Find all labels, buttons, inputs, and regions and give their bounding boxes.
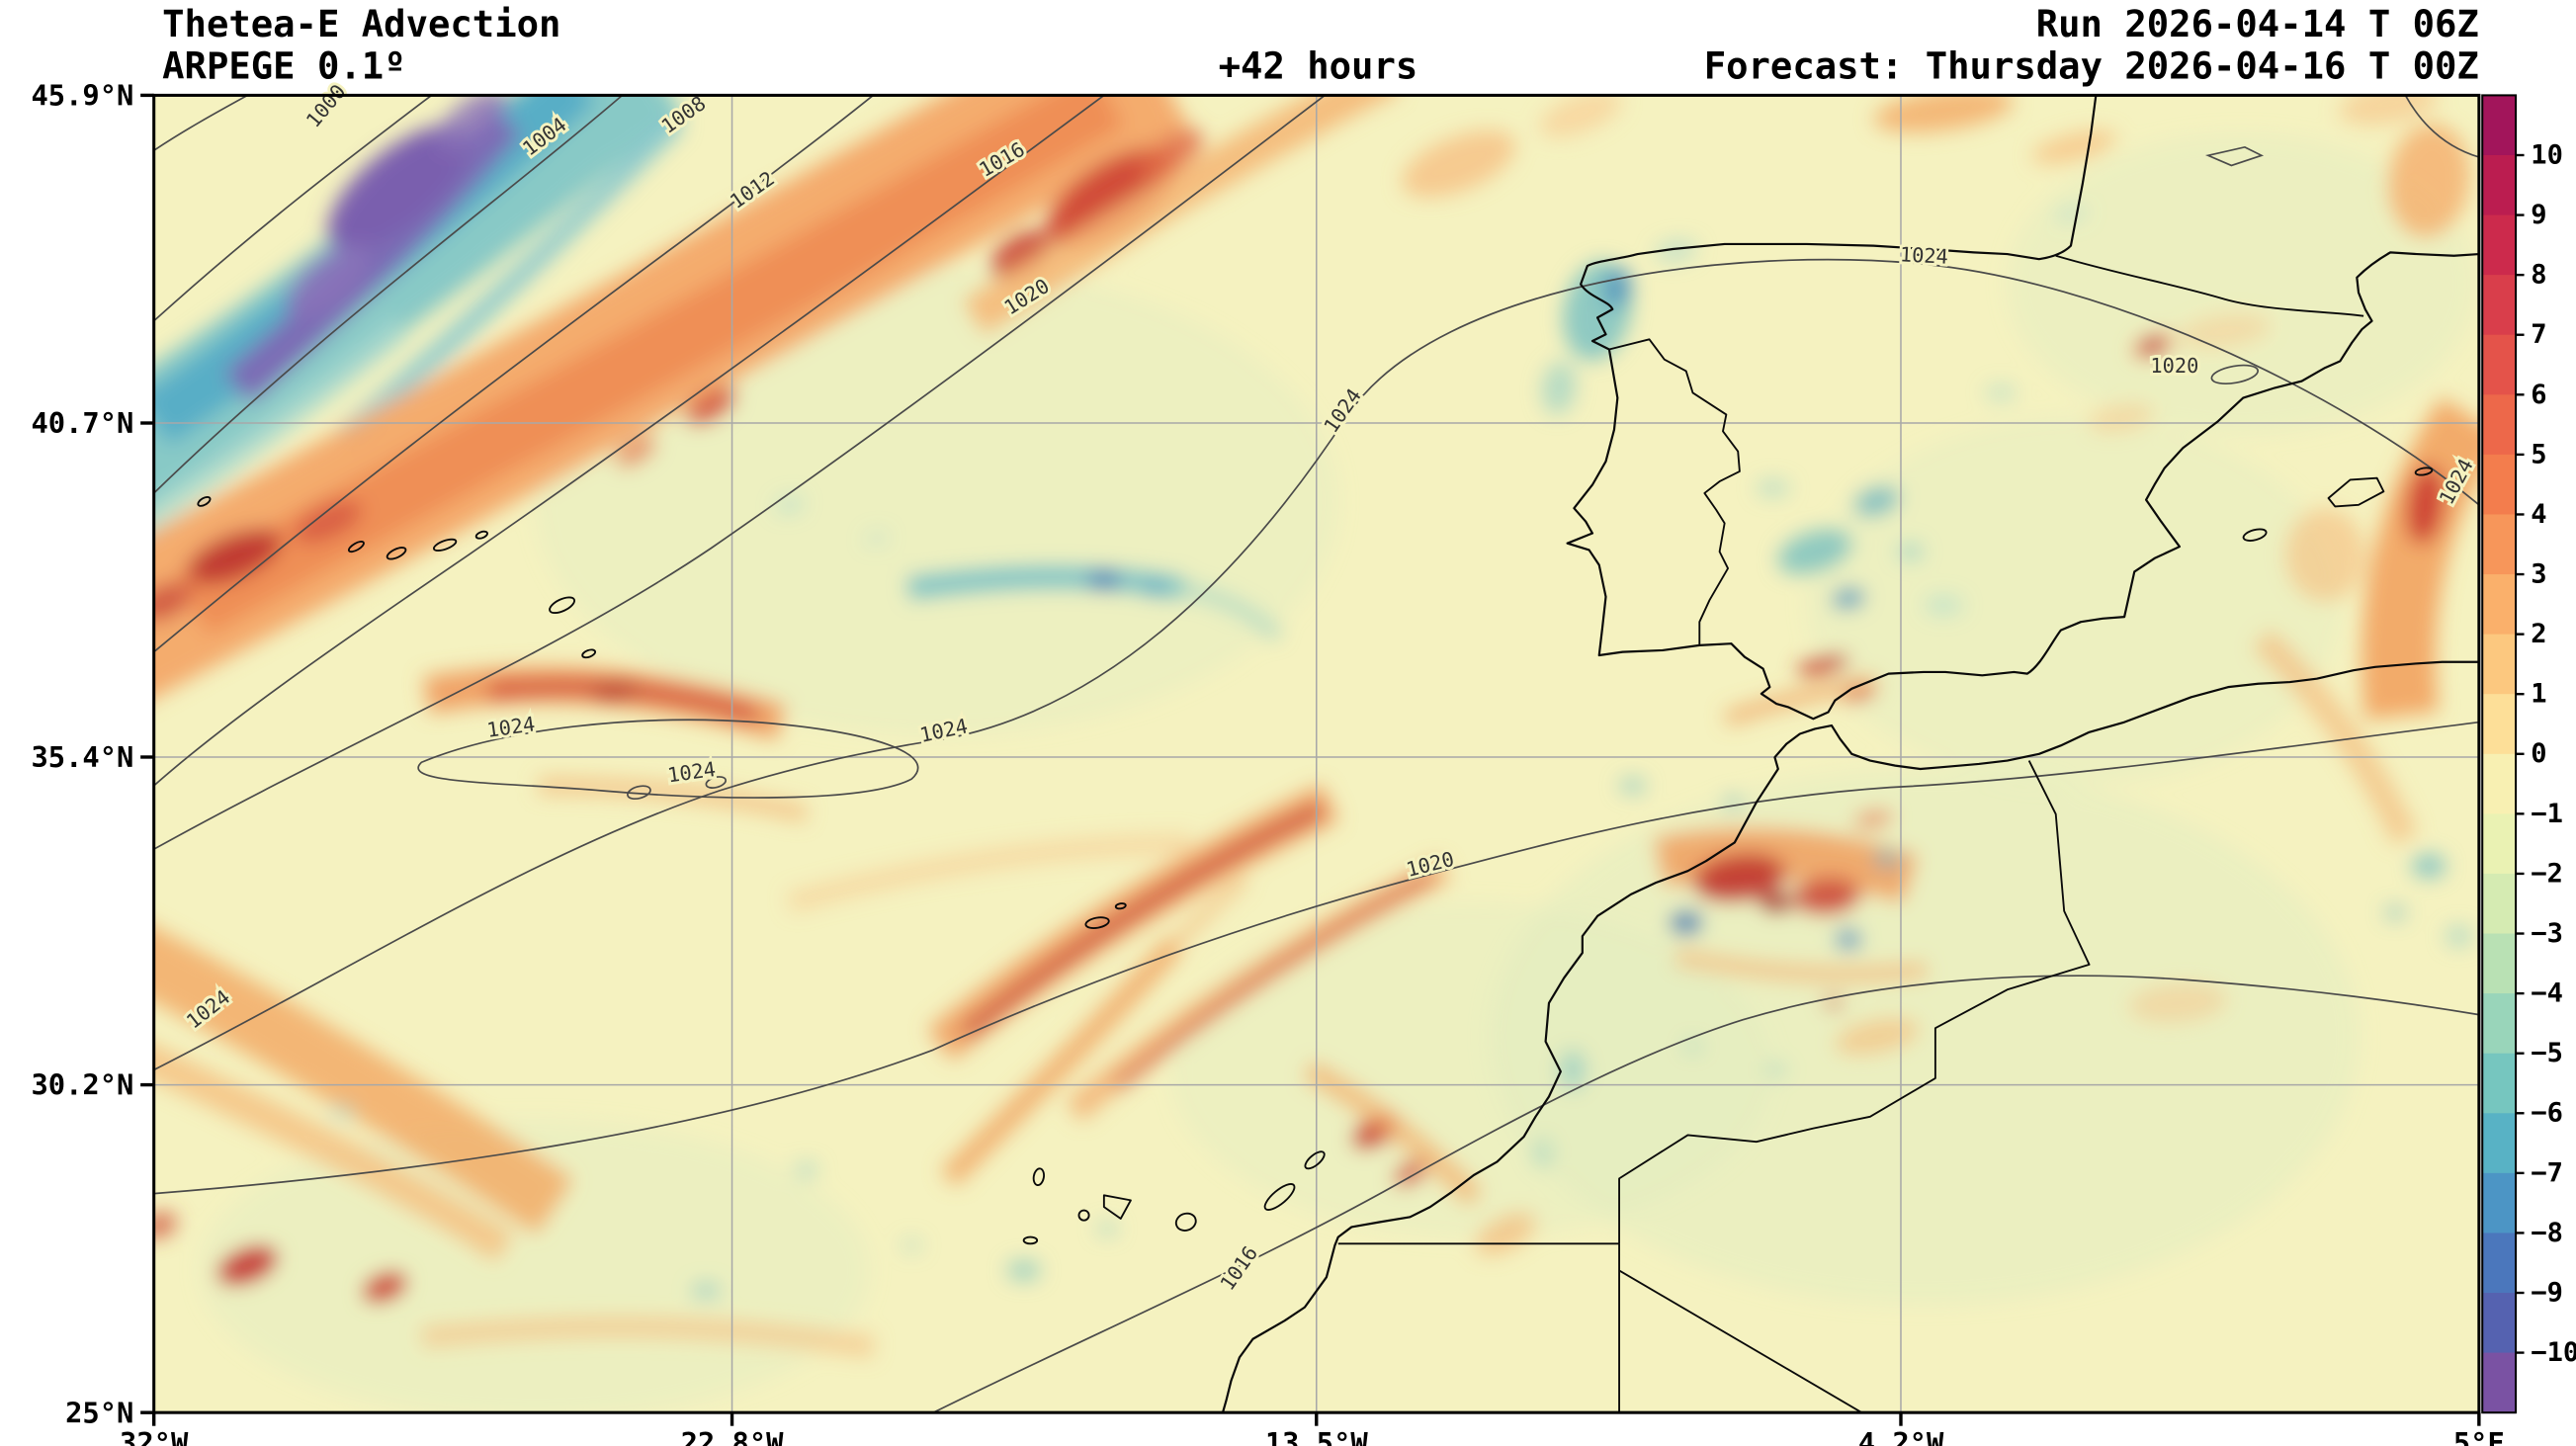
axis-layer: 32°W 22.8°W 13.5°W 4.2°W 5°E 45.9°N 40.7°N 35.4… <box>31 79 2504 1446</box>
colorbar-segment <box>2482 454 2517 516</box>
iberia-france-coast <box>1566 95 2479 721</box>
islands-layer <box>197 467 2434 1245</box>
x-axis-label: 22.8°W <box>681 1426 785 1446</box>
y-axis-label: 40.7°N <box>31 406 133 440</box>
colorbar-segment <box>2482 1233 2517 1295</box>
colorbar-tick-label: −7 <box>2531 1157 2563 1188</box>
colorbar-tick-label: −2 <box>2531 858 2563 889</box>
y-axis-label: 35.4°N <box>31 740 133 774</box>
colorbar-tick-label: 8 <box>2531 260 2546 291</box>
y-axis-label: 25°N <box>65 1396 133 1429</box>
colorbar-segment <box>2482 1352 2517 1414</box>
pyrenees-border <box>2055 254 2364 317</box>
africa-coast <box>1221 660 2479 1413</box>
colorbar-tick-label: 0 <box>2531 738 2546 769</box>
colorbar-tick-label: −10 <box>2531 1337 2576 1368</box>
colorbar-segment <box>2482 334 2517 396</box>
x-axis-label: 4.2°W <box>1858 1426 1944 1446</box>
colorbar-tick-label: 3 <box>2531 559 2546 590</box>
x-axis-label: 5°E <box>2453 1426 2505 1446</box>
colorbar-tick-label: 1 <box>2531 679 2546 710</box>
colorbar-segment <box>2482 634 2517 696</box>
isobar-label: 1024 <box>1899 242 1948 269</box>
colorbar-segment <box>2482 574 2517 636</box>
y-axis-label: 30.2°N <box>31 1068 133 1102</box>
colorbar-segment <box>2482 275 2517 336</box>
colorbar-segment <box>2482 694 2517 755</box>
africa-borders <box>1337 760 2091 1413</box>
colorbar-tick-label: 10 <box>2531 139 2563 170</box>
isobar-label: 1020 <box>2150 354 2198 378</box>
coastline-layer <box>197 95 2479 1413</box>
lead-time-label: +42 hours <box>1219 44 1418 88</box>
run-label: Run 2026-04-14 T 06Z <box>2036 2 2479 45</box>
x-axis-label: 32°W <box>120 1426 189 1446</box>
x-axis-label: 13.5°W <box>1265 1426 1369 1446</box>
colorbar-segment <box>2482 813 2517 875</box>
colorbar-segment <box>2482 1113 2517 1174</box>
colorbar-tick-label: −3 <box>2531 918 2563 949</box>
portugal-spain-border <box>1608 338 1741 645</box>
header: Thetea-E Advection ARPEGE 0.1º +42 hours… <box>162 2 2479 87</box>
forecast-label: Forecast: Thursday 2026-04-16 T 00Z <box>1704 44 2479 88</box>
colorbar-segment <box>2482 873 2517 935</box>
colorbar-segment <box>2482 753 2517 815</box>
colorbar-tick-label: 9 <box>2531 200 2546 230</box>
colorbar-segment <box>2482 214 2517 277</box>
colorbar-segment <box>2482 993 2517 1055</box>
colorbar-tick-label: 5 <box>2531 439 2546 469</box>
y-axis-label: 45.9°N <box>31 79 133 113</box>
colorbar-tick-label: 6 <box>2531 380 2546 410</box>
colorbar-segment <box>2482 1172 2517 1234</box>
colorbar-tick-label: −4 <box>2531 978 2563 1009</box>
grid-layer <box>153 95 2479 1413</box>
colorbar-segment <box>2482 933 2517 995</box>
colorbar-segment <box>2482 154 2517 216</box>
colorbar-segment <box>2482 1053 2517 1115</box>
colorbar-segment <box>2482 514 2517 576</box>
colorbar-tick-label: −9 <box>2531 1277 2563 1308</box>
advection-field-layer <box>153 95 2479 1413</box>
model-label: ARPEGE 0.1º <box>162 44 405 88</box>
colorbar-tick-label: −6 <box>2531 1098 2563 1129</box>
isobar-layer <box>153 95 2479 1413</box>
colorbar-segment <box>2482 1293 2517 1354</box>
colorbar-tick-label: −5 <box>2531 1038 2563 1068</box>
colorbar-tick-label: 2 <box>2531 619 2546 649</box>
colorbar-segment <box>2482 394 2517 456</box>
colorbar-tick-label: 7 <box>2531 319 2546 350</box>
chart-title: Thetea-E Advection <box>162 2 560 45</box>
colorbar-segment <box>2482 95 2517 157</box>
colorbar-tick-label: −8 <box>2531 1218 2563 1248</box>
colorbar-tick-label: −1 <box>2531 799 2563 829</box>
colorbar-tick-label: 4 <box>2531 499 2546 530</box>
